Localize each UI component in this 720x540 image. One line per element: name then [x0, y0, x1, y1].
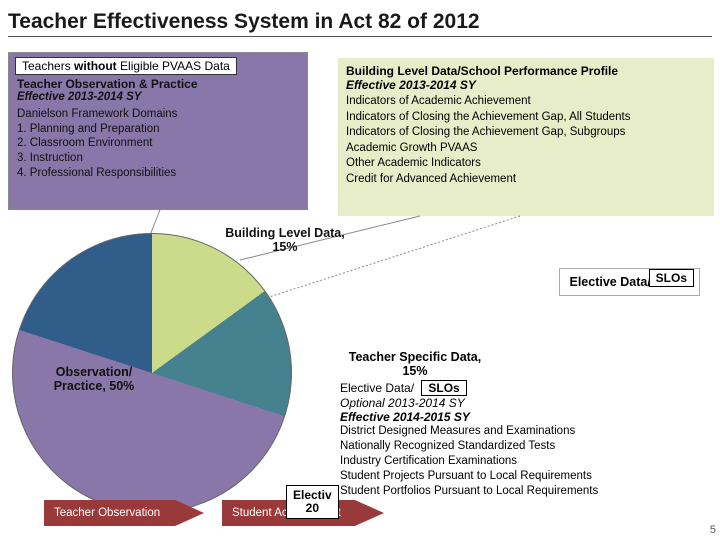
right-body: Indicators of Academic Achievement Indic…	[346, 94, 706, 187]
slos-popup-2: SLOs	[421, 380, 466, 396]
pie-label-teacher-specific: Teacher Specific Data, 15%	[340, 350, 490, 378]
elective-covered-label: Electiv 20	[286, 485, 339, 519]
left-callout-header: Teachers without Eligible PVAAS Data	[15, 57, 237, 75]
hdr-post: Eligible PVAAS Data	[117, 59, 230, 73]
hdr-pre: Teachers	[22, 59, 74, 73]
left-body: Danielson Framework Domains 1. Planning …	[9, 107, 307, 181]
left-sub1: Teacher Observation & Practice	[9, 77, 307, 91]
elective1-text: Elective Data/	[570, 275, 651, 289]
right-callout-box: Building Level Data/School Performance P…	[338, 58, 714, 216]
left-sub2: Effective 2013-2014 SY	[9, 91, 307, 107]
hdr-bold: without	[74, 59, 117, 73]
ts-optional: Optional 2013-2014 SY	[340, 396, 712, 410]
teacher-specific-box: Elective Data/ SLOs Optional 2013-2014 S…	[336, 378, 716, 538]
pie-label-building: Building Level Data, 15%	[220, 226, 350, 254]
right-title2: Effective 2013-2014 SY	[346, 78, 706, 92]
ts-body: District Designed Measures and Examinati…	[340, 424, 712, 499]
page-title: Teacher Effectiveness System in Act 82 o…	[8, 10, 712, 37]
ts-elective-text: Elective Data/	[340, 381, 414, 395]
ts-effective: Effective 2014-2015 SY	[340, 410, 712, 424]
arrow-teacher-observation: Teacher Observation	[44, 500, 204, 526]
ts-line1: Elective Data/ SLOs	[340, 380, 712, 396]
left-callout-box: Teachers without Eligible PVAAS Data Tea…	[8, 52, 308, 210]
right-title1: Building Level Data/School Performance P…	[346, 64, 706, 78]
slos-popup-1: SLOs	[649, 269, 694, 287]
page-number: 5	[710, 524, 716, 536]
pie-label-observation: Observation/ Practice, 50%	[34, 365, 154, 393]
